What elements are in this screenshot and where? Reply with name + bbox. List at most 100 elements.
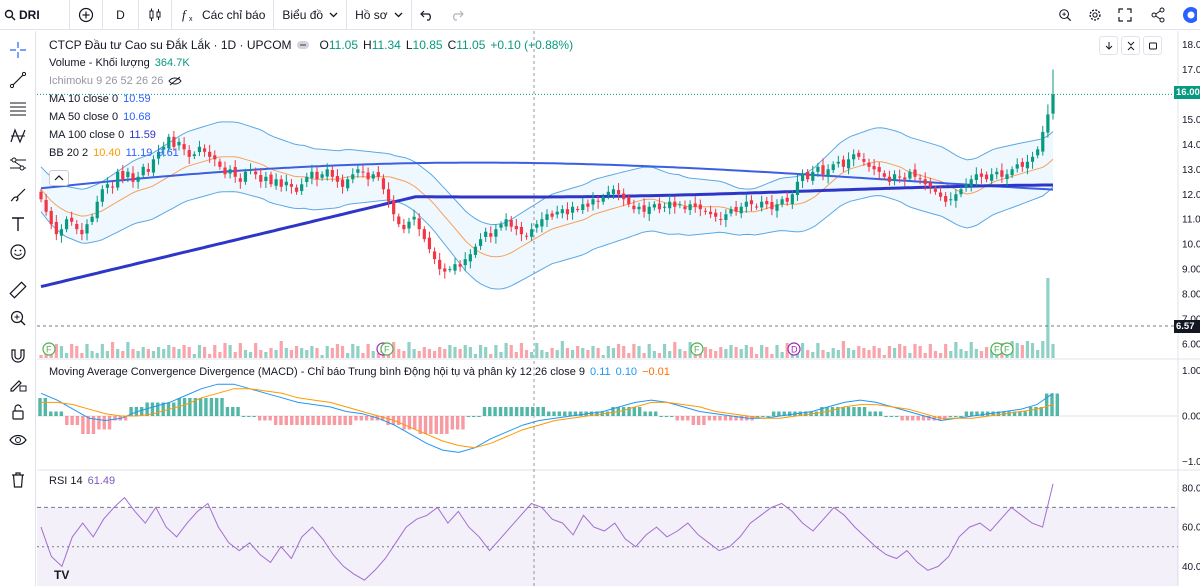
macd-histogram-bar (466, 416, 471, 417)
settings-button[interactable] (1080, 0, 1110, 30)
ma100-legend[interactable]: MA 100 close 0 11.59 (49, 126, 573, 144)
share-button[interactable] (1140, 0, 1176, 30)
candle-body (806, 172, 810, 180)
symbol-search-button[interactable]: DRI (0, 0, 70, 30)
profile-menu[interactable]: Hồ sơ (347, 0, 412, 30)
volume-bar (484, 347, 488, 358)
candle-body (269, 174, 273, 185)
remove-drawings-tool[interactable] (7, 469, 29, 491)
volume-bar (264, 352, 268, 358)
volume-bar (223, 343, 227, 358)
volume-bar (867, 350, 871, 358)
bb-label: BB 20 2 (49, 147, 89, 159)
high-value: 11.34 (371, 38, 401, 52)
price-tick-label: 6.00 (1182, 340, 1200, 351)
macd-histogram-bar (434, 416, 438, 434)
volume-bar (39, 355, 43, 358)
lock-all-tool[interactable] (7, 401, 29, 423)
rsi-pane (37, 483, 1178, 586)
candle-body (1041, 131, 1045, 152)
zoom-tool[interactable] (7, 307, 29, 329)
macd-histogram-bar (509, 407, 513, 416)
volume-bar (59, 346, 64, 358)
candle-body (463, 259, 467, 266)
brand-logo[interactable] (1176, 0, 1200, 30)
low-label: L (405, 38, 413, 52)
candle-body (933, 189, 938, 192)
macd-histogram-bar (231, 407, 235, 416)
compare-symbol-button[interactable] (70, 0, 103, 30)
volume-bar (289, 350, 294, 358)
undo-button[interactable] (412, 0, 442, 30)
lock-drawing-tool[interactable] (7, 373, 29, 395)
fib-levels-icon (10, 102, 26, 116)
candle-body (54, 221, 58, 235)
macd-histogram-bar (889, 416, 894, 417)
redo-icon (452, 10, 464, 21)
crosshair-tool[interactable] (7, 39, 29, 61)
volume-bar (325, 346, 329, 358)
macd-histogram-bar (177, 398, 181, 416)
macd-histogram-bar (182, 398, 187, 416)
volume-bar (872, 346, 876, 358)
volume-bar (177, 349, 181, 358)
macd-histogram-bar (723, 416, 728, 421)
macd-histogram-bar (557, 411, 562, 416)
redo-button[interactable] (442, 0, 472, 30)
fib-tool[interactable] (7, 97, 29, 119)
candle-body (852, 154, 856, 160)
rsi-legend[interactable]: RSI 14 61.49 (49, 475, 115, 487)
quick-search-button[interactable] (1050, 0, 1080, 30)
trend-line-tool[interactable] (7, 69, 29, 91)
volume-legend[interactable]: Volume - Khối lượng 364.7K (49, 54, 573, 72)
lock-icon (12, 404, 24, 420)
prediction-tool[interactable] (7, 153, 29, 175)
collapse-pane-button[interactable] (1121, 36, 1140, 55)
macd-legend[interactable]: Moving Average Convergence Divergence (M… (49, 366, 670, 378)
top-right-tools (1050, 0, 1200, 30)
volume-bar (197, 345, 202, 358)
chart-style-button[interactable] (139, 0, 172, 30)
emoji-tool[interactable] (7, 241, 29, 263)
macd-histogram-bar (702, 416, 706, 425)
macd-histogram-bar (980, 411, 985, 416)
maximize-pane-button[interactable] (1143, 36, 1162, 55)
macd-histogram-bar (804, 411, 808, 416)
ma50-legend[interactable]: MA 50 close 0 10.68 (49, 108, 573, 126)
bb-legend[interactable]: BB 20 2 10.40 11.19 9.61 (49, 144, 573, 162)
move-pane-down-button[interactable] (1099, 36, 1118, 55)
volume-bar (882, 355, 886, 358)
volume-bar (964, 351, 968, 358)
macd-histogram-bar (209, 398, 214, 416)
candle-body (141, 166, 145, 176)
chart-canvas[interactable]: 18.00 17.00 15.00 14.00 13.00 12.00 11.00 10.00… (37, 31, 1200, 586)
brush-tool[interactable] (7, 183, 29, 205)
macd-histogram-bar (97, 416, 101, 430)
candle-body (182, 144, 186, 150)
symbol-title[interactable]: CTCP Đầu tư Cao su Đắk Lắk · 1D · UPCOM (49, 38, 292, 52)
ma10-legend[interactable]: MA 10 close 0 10.59 (49, 90, 573, 108)
macd-histogram-bar (455, 416, 460, 430)
macd-histogram-bar (520, 407, 524, 416)
hide-drawings-tool[interactable] (7, 429, 29, 451)
macd-histogram-bar (70, 416, 74, 425)
macd-histogram-bar (204, 398, 208, 416)
text-tool[interactable] (7, 213, 29, 235)
tv-logo[interactable]: TV (54, 568, 70, 582)
pattern-tool[interactable] (7, 125, 29, 147)
measure-tool[interactable] (7, 279, 29, 301)
fullscreen-button[interactable] (1110, 0, 1140, 30)
macd-histogram-bar (145, 402, 149, 416)
macd-histogram-bar (852, 407, 856, 416)
volume-bar (54, 344, 58, 358)
magnet-tool[interactable] (7, 345, 29, 367)
price-tick-label: 15.00 (1182, 115, 1200, 126)
macd-histogram-bar (868, 411, 872, 416)
volume-bar (545, 352, 549, 358)
legend-collapse-button[interactable] (49, 170, 69, 186)
candle-body (274, 179, 278, 186)
macd-histogram-bar (439, 416, 444, 434)
chart-type-menu[interactable]: Biểu đồ (274, 0, 348, 30)
interval-button[interactable]: D (103, 0, 139, 30)
